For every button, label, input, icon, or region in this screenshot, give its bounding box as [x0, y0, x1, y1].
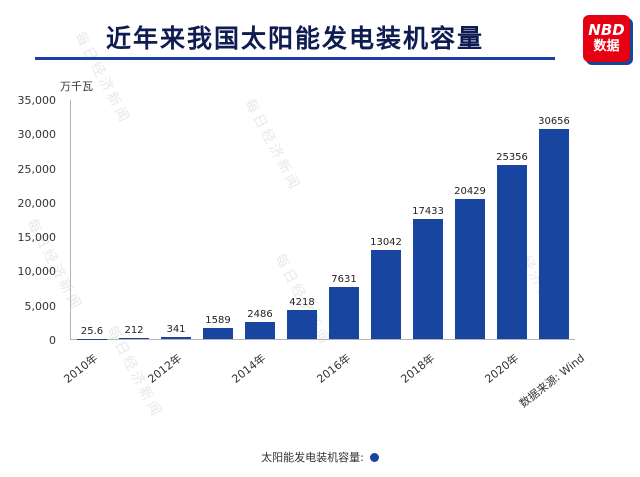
bar-slot: 212: [113, 325, 155, 339]
y-tick-label: 0: [49, 334, 56, 347]
x-tick-label: 2010年: [61, 351, 101, 386]
y-tick-label: 35,000: [17, 94, 57, 107]
bar-slot: 2486: [239, 309, 281, 339]
bar-slot: 25.6: [71, 326, 113, 339]
x-tick: 2010年: [62, 341, 112, 399]
x-tick: 2012年: [146, 341, 196, 399]
bar-slot: 17433: [407, 206, 449, 339]
bar: [454, 198, 486, 339]
bar-slot: 30656: [533, 116, 575, 339]
bar: [538, 128, 570, 339]
bar-value-label: 17433: [412, 206, 444, 218]
nbd-logo: NBD 数据: [583, 15, 630, 62]
bar-slot: 13042: [365, 237, 407, 339]
bar-value-label: 25.6: [80, 325, 104, 337]
x-tick: 2014年: [230, 341, 280, 399]
page-title: 近年来我国太阳能发电装机容量: [105, 24, 484, 53]
bar-value-label: 341: [166, 323, 186, 335]
x-tick: 2016年: [314, 341, 364, 399]
plot-area: 25.6 212 341 1589 2486 4218 7631 13042 17433 2042…: [70, 100, 575, 340]
y-tick-label: 30,000: [17, 128, 57, 142]
legend-label: 太阳能发电装机容量:: [261, 451, 364, 464]
bar: [202, 328, 234, 339]
bar-value-label: 20429: [454, 185, 486, 197]
bar-value-label: 25356: [496, 152, 528, 164]
bar: [496, 165, 528, 339]
y-tick-label: 5,000: [24, 299, 57, 313]
x-tick: 2018年: [398, 341, 449, 399]
bar: [328, 286, 360, 339]
bar: [412, 219, 444, 339]
x-axis: 2010年 2012年 2014年 2016年 2018年 2020年: [62, 341, 575, 399]
y-tick-label: 15,000: [17, 231, 57, 245]
bar: [118, 337, 150, 339]
bar-slot: 20429: [449, 186, 491, 339]
y-axis-unit-label: 万千瓦: [60, 80, 93, 93]
bar-slot: 7631: [323, 274, 365, 339]
bar-value-label: 30656: [538, 115, 570, 127]
bar-slot: 341: [155, 324, 197, 339]
bar-slot: 4218: [281, 297, 323, 339]
bar-value-label: 13042: [370, 236, 402, 248]
bar-slot: 25356: [491, 152, 533, 339]
bar: [160, 336, 192, 339]
y-tick-label: 10,000: [17, 265, 57, 279]
bar-value-label: 1589: [205, 315, 231, 327]
bar-value-label: 7631: [331, 273, 357, 285]
nbd-logo-text: NBD: [588, 21, 625, 40]
bar-value-label: 212: [124, 324, 144, 336]
bar: [286, 310, 318, 339]
legend: 太阳能发电装机容量:: [0, 449, 640, 465]
y-tick-label: 25,000: [17, 162, 57, 176]
bar-value-label: 4218: [289, 297, 315, 309]
title-underline: [35, 57, 555, 60]
y-tick-label: 20,000: [17, 196, 57, 210]
nbd-logo-subtext: 数据: [593, 39, 620, 55]
bar-value-label: 2486: [247, 308, 273, 320]
bar: [244, 321, 276, 339]
bar: [370, 249, 402, 339]
y-axis: 0 5,000 10,000 15,000 20,000 25,000 30,000 35,0…: [0, 94, 64, 347]
bar-slot: 1589: [197, 315, 239, 339]
legend-marker-dot: [369, 452, 379, 462]
